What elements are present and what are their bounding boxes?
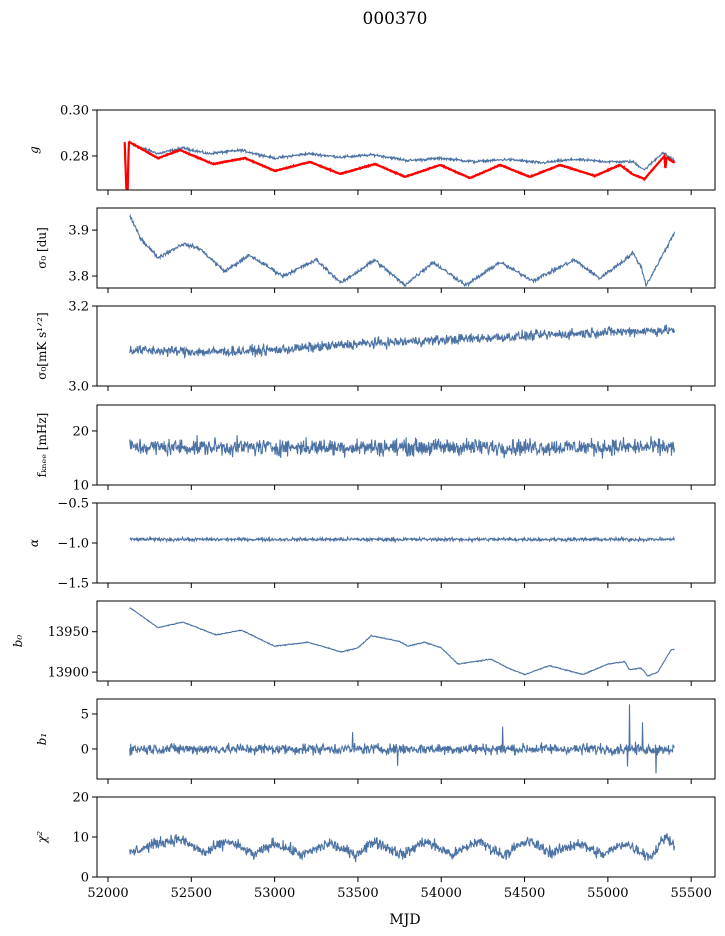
series-line-sigma0-mk: [129, 323, 676, 360]
y-tick-label: 0.30: [60, 104, 89, 119]
y-tick-label: −1.0: [57, 537, 89, 552]
y-tick-label: 5: [81, 707, 89, 722]
x-tick-label: 55000: [587, 886, 628, 901]
x-tick-label: 53000: [254, 886, 295, 901]
series-line-g: [129, 141, 675, 171]
y-tick-label: 3.9: [68, 224, 89, 239]
y-axis-label: α: [27, 539, 41, 547]
y-tick-label: 10: [72, 831, 89, 846]
axes-frame: [96, 207, 716, 289]
x-tick-label: 52500: [171, 886, 212, 901]
y-tick-label: 0.28: [60, 149, 89, 164]
y-tick-label: −1.5: [57, 577, 89, 592]
series-line-g-model: [123, 140, 676, 190]
y-tick-label: 3.8: [68, 270, 89, 285]
series-line-sigma0-du: [129, 213, 676, 288]
axes-frame: [96, 600, 716, 682]
series-line-alpha: [129, 535, 676, 544]
axes-frame: [96, 404, 716, 486]
x-tick-label: 55500: [670, 886, 711, 901]
x-tick-label: 53500: [337, 886, 378, 901]
panel-alpha: −1.5 −1.0 −0.5 α: [27, 497, 716, 592]
axes-frame: [96, 698, 716, 780]
y-axis-label: χ²: [35, 831, 49, 844]
y-axis-label: b₁: [35, 733, 49, 746]
y-axis-label: b₀: [11, 635, 25, 648]
y-axis-label: σ₀[mK s¹ᐟ²]: [35, 312, 49, 379]
series-line-fknee: [129, 435, 676, 459]
series-line-b1: [129, 704, 675, 774]
panel-g: 0.28 0.30 g: [27, 104, 716, 195]
y-tick-label: 20: [72, 424, 89, 439]
x-tick-label: 54500: [504, 886, 545, 901]
figure-title: 000370: [363, 9, 428, 29]
y-tick-label: 0: [81, 871, 89, 886]
y-tick-label: 10: [72, 479, 89, 494]
axes-frame: [96, 109, 716, 191]
y-tick-label: −0.5: [57, 497, 89, 512]
panel-b0: 13900 13950 b₀: [11, 600, 716, 686]
panel-sigma0-du: 3.8 3.9 σ₀ [du]: [35, 207, 716, 293]
series-line-chi2: [129, 833, 676, 862]
panel-b1: 0 5 b₁: [35, 698, 716, 784]
y-axis-label: σ₀ [du]: [35, 227, 49, 269]
panel-chi2: 0 10 20 χ² 52000 52500 53000 53500 54000 54500 550…: [35, 791, 716, 901]
axes-frame: [96, 305, 716, 387]
x-axis-label: MJD: [389, 912, 420, 928]
y-tick-label: 20: [72, 791, 89, 806]
x-tick-label: 54000: [421, 886, 462, 901]
x-tick-label: 52000: [87, 886, 128, 901]
y-tick-label: 13900: [48, 666, 89, 681]
y-tick-label: 3.2: [68, 300, 89, 315]
panel-fknee: 10 20 fₖₙₑₑ [mHz]: [35, 404, 716, 494]
series-line-b0: [129, 607, 675, 677]
y-tick-label: 13950: [48, 625, 89, 640]
y-tick-label: 0: [81, 742, 89, 757]
panel-sigma0-mk: 3.0 3.2 σ₀[mK s¹ᐟ²]: [35, 300, 716, 395]
y-axis-label: g: [27, 146, 41, 154]
y-axis-label: fₖₙₑₑ [mHz]: [35, 413, 49, 478]
y-tick-label: 3.0: [68, 380, 89, 395]
